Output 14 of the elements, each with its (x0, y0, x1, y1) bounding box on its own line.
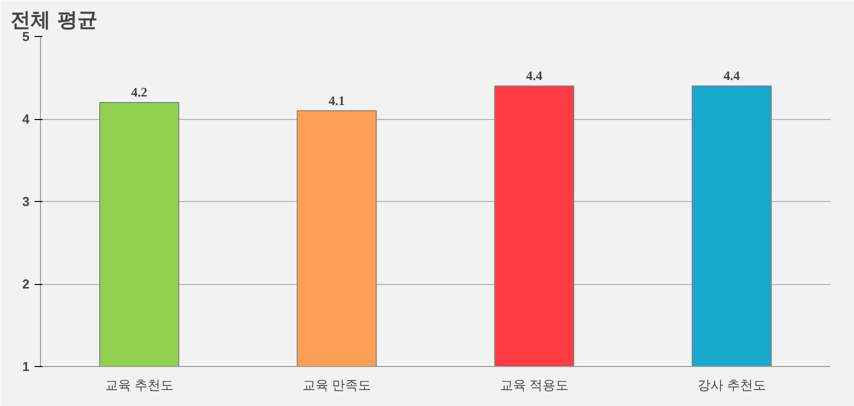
chart-title: 전체 평균 (10, 8, 98, 32)
y-tick-label: 5 (22, 29, 30, 44)
x-tick-label: 교육 추천도 (104, 378, 174, 392)
x-tick-label: 교육 만족도 (302, 378, 372, 392)
data-label: 4.4 (526, 68, 543, 83)
x-tick-label: 교육 적용도 (500, 378, 569, 392)
data-label: 4.1 (328, 92, 345, 108)
data-label: 4.2 (131, 84, 148, 100)
y-tick-label: 2 (22, 276, 30, 292)
y-tick-label: 1 (22, 359, 30, 374)
data-label: 4.4 (724, 68, 740, 83)
y-tick-label: 3 (22, 194, 30, 209)
x-tick-label: 강사 추천도 (697, 378, 766, 392)
y-tick-label: 4 (22, 112, 30, 126)
